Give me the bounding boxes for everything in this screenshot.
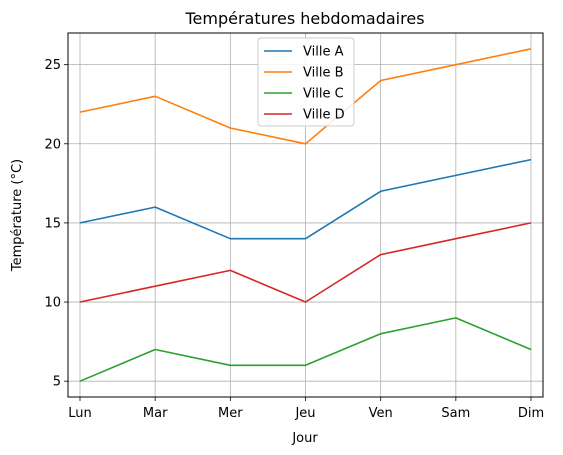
y-axis: 5 10 15 20 25 (44, 58, 68, 390)
legend: Ville A Ville B Ville C Ville D (258, 38, 354, 126)
x-tick-label: Sam (441, 406, 470, 421)
x-tick-label: Jeu (294, 406, 315, 421)
y-tick-label: 10 (44, 296, 61, 311)
x-tick-label: Mer (218, 406, 243, 421)
y-tick-label: 15 (44, 216, 61, 231)
y-tick-label: 25 (44, 58, 61, 73)
y-axis-label: Température (°C) (10, 159, 25, 272)
legend-label: Ville C (303, 87, 344, 102)
x-axis-label: Jour (291, 431, 318, 446)
y-tick-label: 20 (44, 137, 61, 152)
legend-label: Ville D (303, 108, 345, 123)
x-tick-label: Ven (369, 406, 393, 421)
legend-label: Ville A (303, 45, 344, 60)
chart-title: Températures hebdomadaires (184, 9, 424, 28)
x-tick-label: Lun (68, 406, 92, 421)
x-tick-label: Dim (518, 406, 544, 421)
x-axis: Lun Mar Mer Jeu Ven Sam Dim (68, 397, 544, 421)
y-tick-label: 5 (53, 375, 61, 390)
legend-label: Ville B (303, 66, 344, 81)
x-tick-label: Mar (143, 406, 168, 421)
